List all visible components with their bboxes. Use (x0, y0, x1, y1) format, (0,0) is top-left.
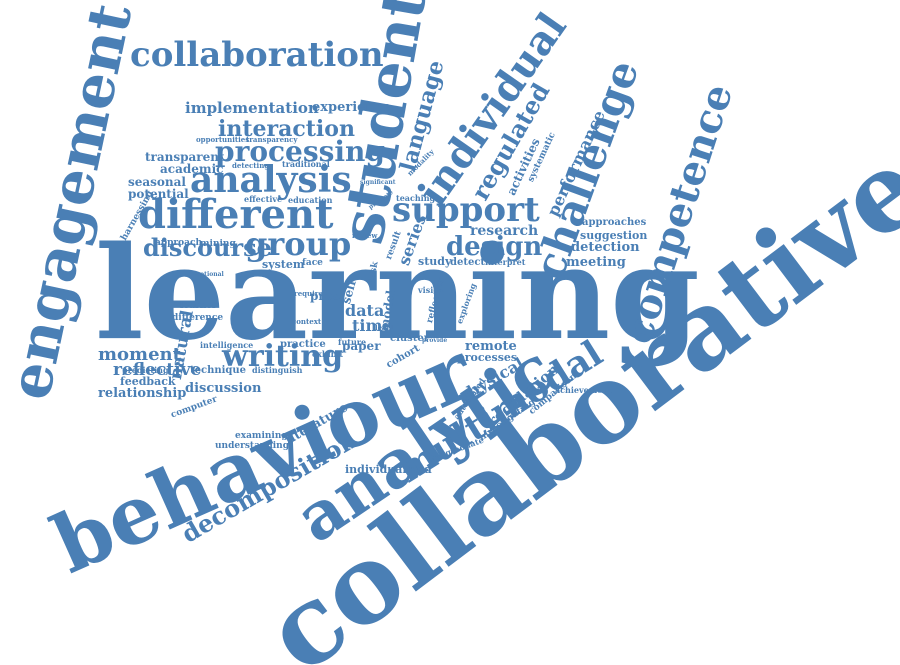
word-opportunities: opportunities (196, 135, 250, 144)
word-vision: vision (418, 285, 445, 295)
word-education: education (288, 195, 333, 205)
word-understanding: understanding (215, 441, 289, 451)
word-interaction: interaction (218, 116, 355, 142)
word-approach: approach (155, 238, 203, 248)
word-academic: academic (160, 162, 224, 176)
word-traditional: traditional (282, 159, 330, 169)
word-review: review (352, 231, 378, 240)
word-different: different (138, 191, 334, 238)
word-learner: learner (180, 301, 217, 311)
word-meeting: meeting (566, 255, 626, 270)
word-approaches: approaches (582, 217, 647, 228)
word-effective: effective (244, 194, 283, 204)
word-group: group (245, 225, 352, 263)
word-processing: processing (215, 135, 385, 168)
word-discourse: discourse (143, 233, 272, 262)
word-suggestion: suggestion (580, 229, 648, 242)
word-reflective: reflective (113, 360, 202, 380)
word-relationship: relationship (98, 386, 187, 401)
word-teaching: teaching (396, 193, 436, 203)
word-exhibit: exhibit (312, 349, 344, 359)
word-practice: practice (280, 339, 326, 350)
word-paper: paper (342, 339, 381, 353)
word-experience: experience (312, 100, 392, 115)
word-analysis: analysis (190, 159, 352, 201)
word-learning: learning (95, 219, 700, 369)
word-data: data (345, 301, 385, 320)
word-discussion: discussion (185, 381, 262, 396)
word-achievement: achievement (555, 385, 612, 395)
word-detecting: detecting (232, 161, 270, 170)
word-face: face (302, 258, 323, 268)
word-design: design (446, 232, 543, 262)
word-processes: processes (457, 351, 518, 364)
word-level: level (375, 323, 394, 332)
word-transparent: transparent (145, 150, 225, 164)
word-future: future (338, 337, 367, 347)
word-distinguish: distinguish (252, 365, 303, 375)
word-research: research (470, 223, 539, 239)
word-moment: moment (98, 344, 181, 365)
word-feedback: feedback (120, 375, 176, 388)
word-study: study (418, 255, 452, 268)
word-context: context (292, 317, 322, 326)
word-transparency: transparency (246, 135, 298, 144)
word-time: time (352, 316, 393, 335)
word-emotional: emotional (190, 271, 224, 278)
word-remote: remote (465, 339, 517, 354)
word-potential: potential (128, 187, 189, 201)
word-require: require (294, 289, 323, 298)
word-technique: technique (190, 365, 247, 376)
word-cluster: cluster (390, 333, 430, 344)
word-seasonal: seasonal (128, 175, 186, 189)
word-difference: difference (172, 313, 224, 323)
word-proc: proc (310, 289, 341, 303)
word-individualized: individualized (345, 463, 432, 476)
word-examining: examining (235, 431, 288, 441)
word-interpret: interpret (485, 257, 526, 267)
word-collaboration: collaboration (130, 35, 384, 75)
word-detection: detection (571, 240, 640, 255)
word-provide: provide (422, 337, 448, 344)
word-implementation: implementation (185, 99, 319, 117)
word-detect: detect (450, 257, 486, 268)
word-intelligence: intelligence (200, 340, 254, 350)
word-predicting: predicting (122, 365, 169, 375)
word-mining: mining (200, 239, 236, 249)
word-support: support (392, 190, 540, 230)
word-significant: significant (360, 179, 396, 186)
word-writing: writing (222, 339, 344, 374)
word-system: system (262, 258, 305, 271)
